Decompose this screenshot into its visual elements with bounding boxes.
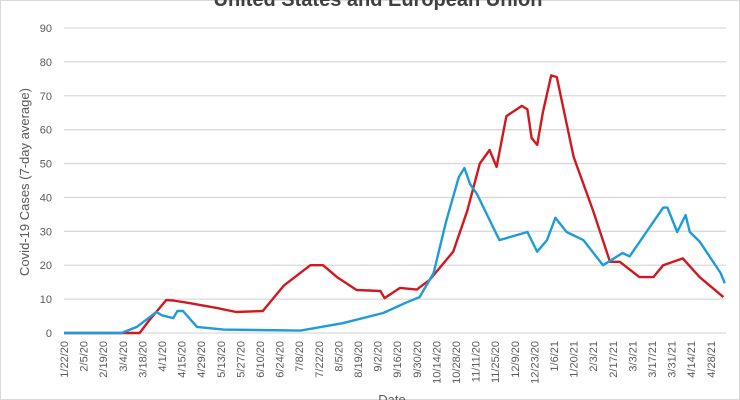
x-tick-label: 10/28/20 bbox=[451, 341, 463, 384]
series-line-2 bbox=[64, 166, 726, 335]
y-tick-labels: 0 10 20 30 40 50 60 70 80 90 bbox=[40, 23, 52, 340]
x-tick-label: 6/10/20 bbox=[255, 341, 267, 378]
x-tick-label: 4/28/21 bbox=[706, 341, 718, 378]
y-tick-label: 80 bbox=[40, 57, 52, 69]
x-tick-label: 12/9/20 bbox=[510, 341, 522, 378]
x-tick-label: 4/1/20 bbox=[157, 341, 169, 372]
x-tick-label: 3/18/20 bbox=[137, 341, 149, 378]
x-tick-label: 10/14/20 bbox=[431, 341, 443, 384]
x-tick-label: 12/23/20 bbox=[529, 341, 541, 384]
gridlines bbox=[64, 27, 726, 334]
x-tick-label: 2/3/21 bbox=[588, 341, 600, 372]
x-tick-label: 9/2/20 bbox=[373, 341, 385, 372]
x-tick-labels: 1/22/20 2/5/20 2/19/20 3/4/20 3/18/20 4/1/20 4… bbox=[59, 341, 718, 384]
x-axis-label: Date bbox=[378, 392, 405, 400]
y-tick-label: 50 bbox=[40, 159, 52, 171]
x-tick-label: 11/25/20 bbox=[490, 341, 502, 383]
series-lines bbox=[64, 74, 726, 335]
y-tick-label: 0 bbox=[46, 328, 52, 340]
y-tick-label: 70 bbox=[40, 91, 52, 103]
x-tick-label: 2/5/20 bbox=[79, 341, 91, 372]
y-tick-label: 40 bbox=[40, 192, 52, 204]
x-tick-label: 3/4/20 bbox=[118, 341, 130, 372]
x-tick-label: 8/5/20 bbox=[333, 341, 345, 372]
y-tick-label: 10 bbox=[40, 294, 52, 306]
x-tick-label: 5/27/20 bbox=[235, 341, 247, 378]
x-tick-label: 3/31/21 bbox=[667, 341, 679, 378]
x-tick-label: 7/22/20 bbox=[314, 341, 326, 378]
x-tick-label: 9/16/20 bbox=[392, 341, 404, 378]
x-tick-label: 2/19/20 bbox=[98, 341, 110, 378]
x-tick-label: 3/3/21 bbox=[627, 341, 639, 372]
x-tick-label: 1/20/21 bbox=[569, 341, 581, 378]
y-tick-label: 20 bbox=[40, 260, 52, 272]
x-tick-label: 3/17/21 bbox=[647, 341, 659, 378]
x-tick-label: 8/19/20 bbox=[353, 341, 365, 378]
x-tick-label: 4/29/20 bbox=[196, 341, 208, 378]
x-tick-label: 4/14/21 bbox=[686, 341, 698, 378]
x-tick-label: 1/6/21 bbox=[549, 341, 561, 372]
x-tick-label: 2/17/21 bbox=[608, 341, 620, 378]
x-tick-label: 1/22/20 bbox=[59, 341, 71, 378]
x-tick-label: 4/15/20 bbox=[177, 341, 189, 378]
x-tick-label: 7/8/20 bbox=[294, 341, 306, 372]
y-tick-label: 60 bbox=[40, 125, 52, 137]
y-tick-label: 30 bbox=[40, 226, 52, 238]
x-tick-label: 5/13/20 bbox=[216, 341, 228, 378]
y-axis-label: Covid-19 Cases (7-day average) bbox=[17, 88, 32, 276]
x-tick-label: 6/24/20 bbox=[275, 341, 287, 378]
x-tick-label: 9/30/20 bbox=[412, 341, 424, 378]
x-tick-label: 11/11/20 bbox=[471, 341, 483, 382]
chart-title: United States and European Union bbox=[214, 0, 543, 11]
y-tick-label: 90 bbox=[40, 23, 52, 35]
